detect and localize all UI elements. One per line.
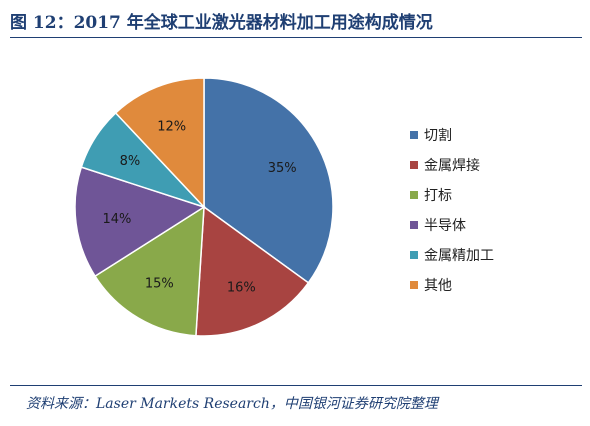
legend-swatch <box>410 221 418 229</box>
title-divider <box>10 37 582 38</box>
legend-swatch <box>410 191 418 199</box>
legend-item-marking: 打标 <box>410 180 494 210</box>
legend-label: 其他 <box>424 278 452 294</box>
footer-divider <box>10 385 582 386</box>
pie-data-label-2: 15% <box>145 277 174 292</box>
legend-item-other: 其他 <box>410 270 494 300</box>
legend: 切割 金属焊接 打标 半导体 金属精加工 其他 <box>410 120 494 300</box>
pie-slice-3 <box>74 166 206 278</box>
pie-slice-0 <box>203 77 334 284</box>
source-note: 资料来源：Laser Markets Research，中国银河证券研究院整理 <box>26 396 438 412</box>
pie-data-label-3: 14% <box>103 212 132 227</box>
legend-item-semiconductor: 半导体 <box>410 210 494 240</box>
legend-label: 切割 <box>424 128 452 144</box>
legend-label: 打标 <box>424 188 452 204</box>
legend-item-metal-welding: 金属焊接 <box>410 150 494 180</box>
pie-slice-5 <box>114 77 205 209</box>
legend-label: 金属精加工 <box>424 248 494 264</box>
pie-slice-2 <box>94 205 205 337</box>
legend-label: 金属焊接 <box>424 158 480 174</box>
pie-data-label-5: 12% <box>157 119 186 134</box>
legend-swatch <box>410 251 418 259</box>
pie-slices <box>74 77 334 337</box>
chart-title: 图 12：2017 年全球工业激光器材料加工用途构成情况 <box>10 13 433 33</box>
legend-swatch <box>410 161 418 169</box>
pie-slice-1 <box>195 205 310 337</box>
pie-data-label-4: 8% <box>120 154 141 169</box>
legend-swatch <box>410 131 418 139</box>
legend-item-metal-finishing: 金属精加工 <box>410 240 494 270</box>
legend-swatch <box>410 281 418 289</box>
legend-item-cutting: 切割 <box>410 120 494 150</box>
pie-data-label-0: 35% <box>268 161 297 176</box>
pie-data-label-1: 16% <box>227 280 256 295</box>
legend-label: 半导体 <box>424 218 466 234</box>
pie-data-labels: 35% 16% 15% 14% 8% 12% <box>103 119 297 295</box>
